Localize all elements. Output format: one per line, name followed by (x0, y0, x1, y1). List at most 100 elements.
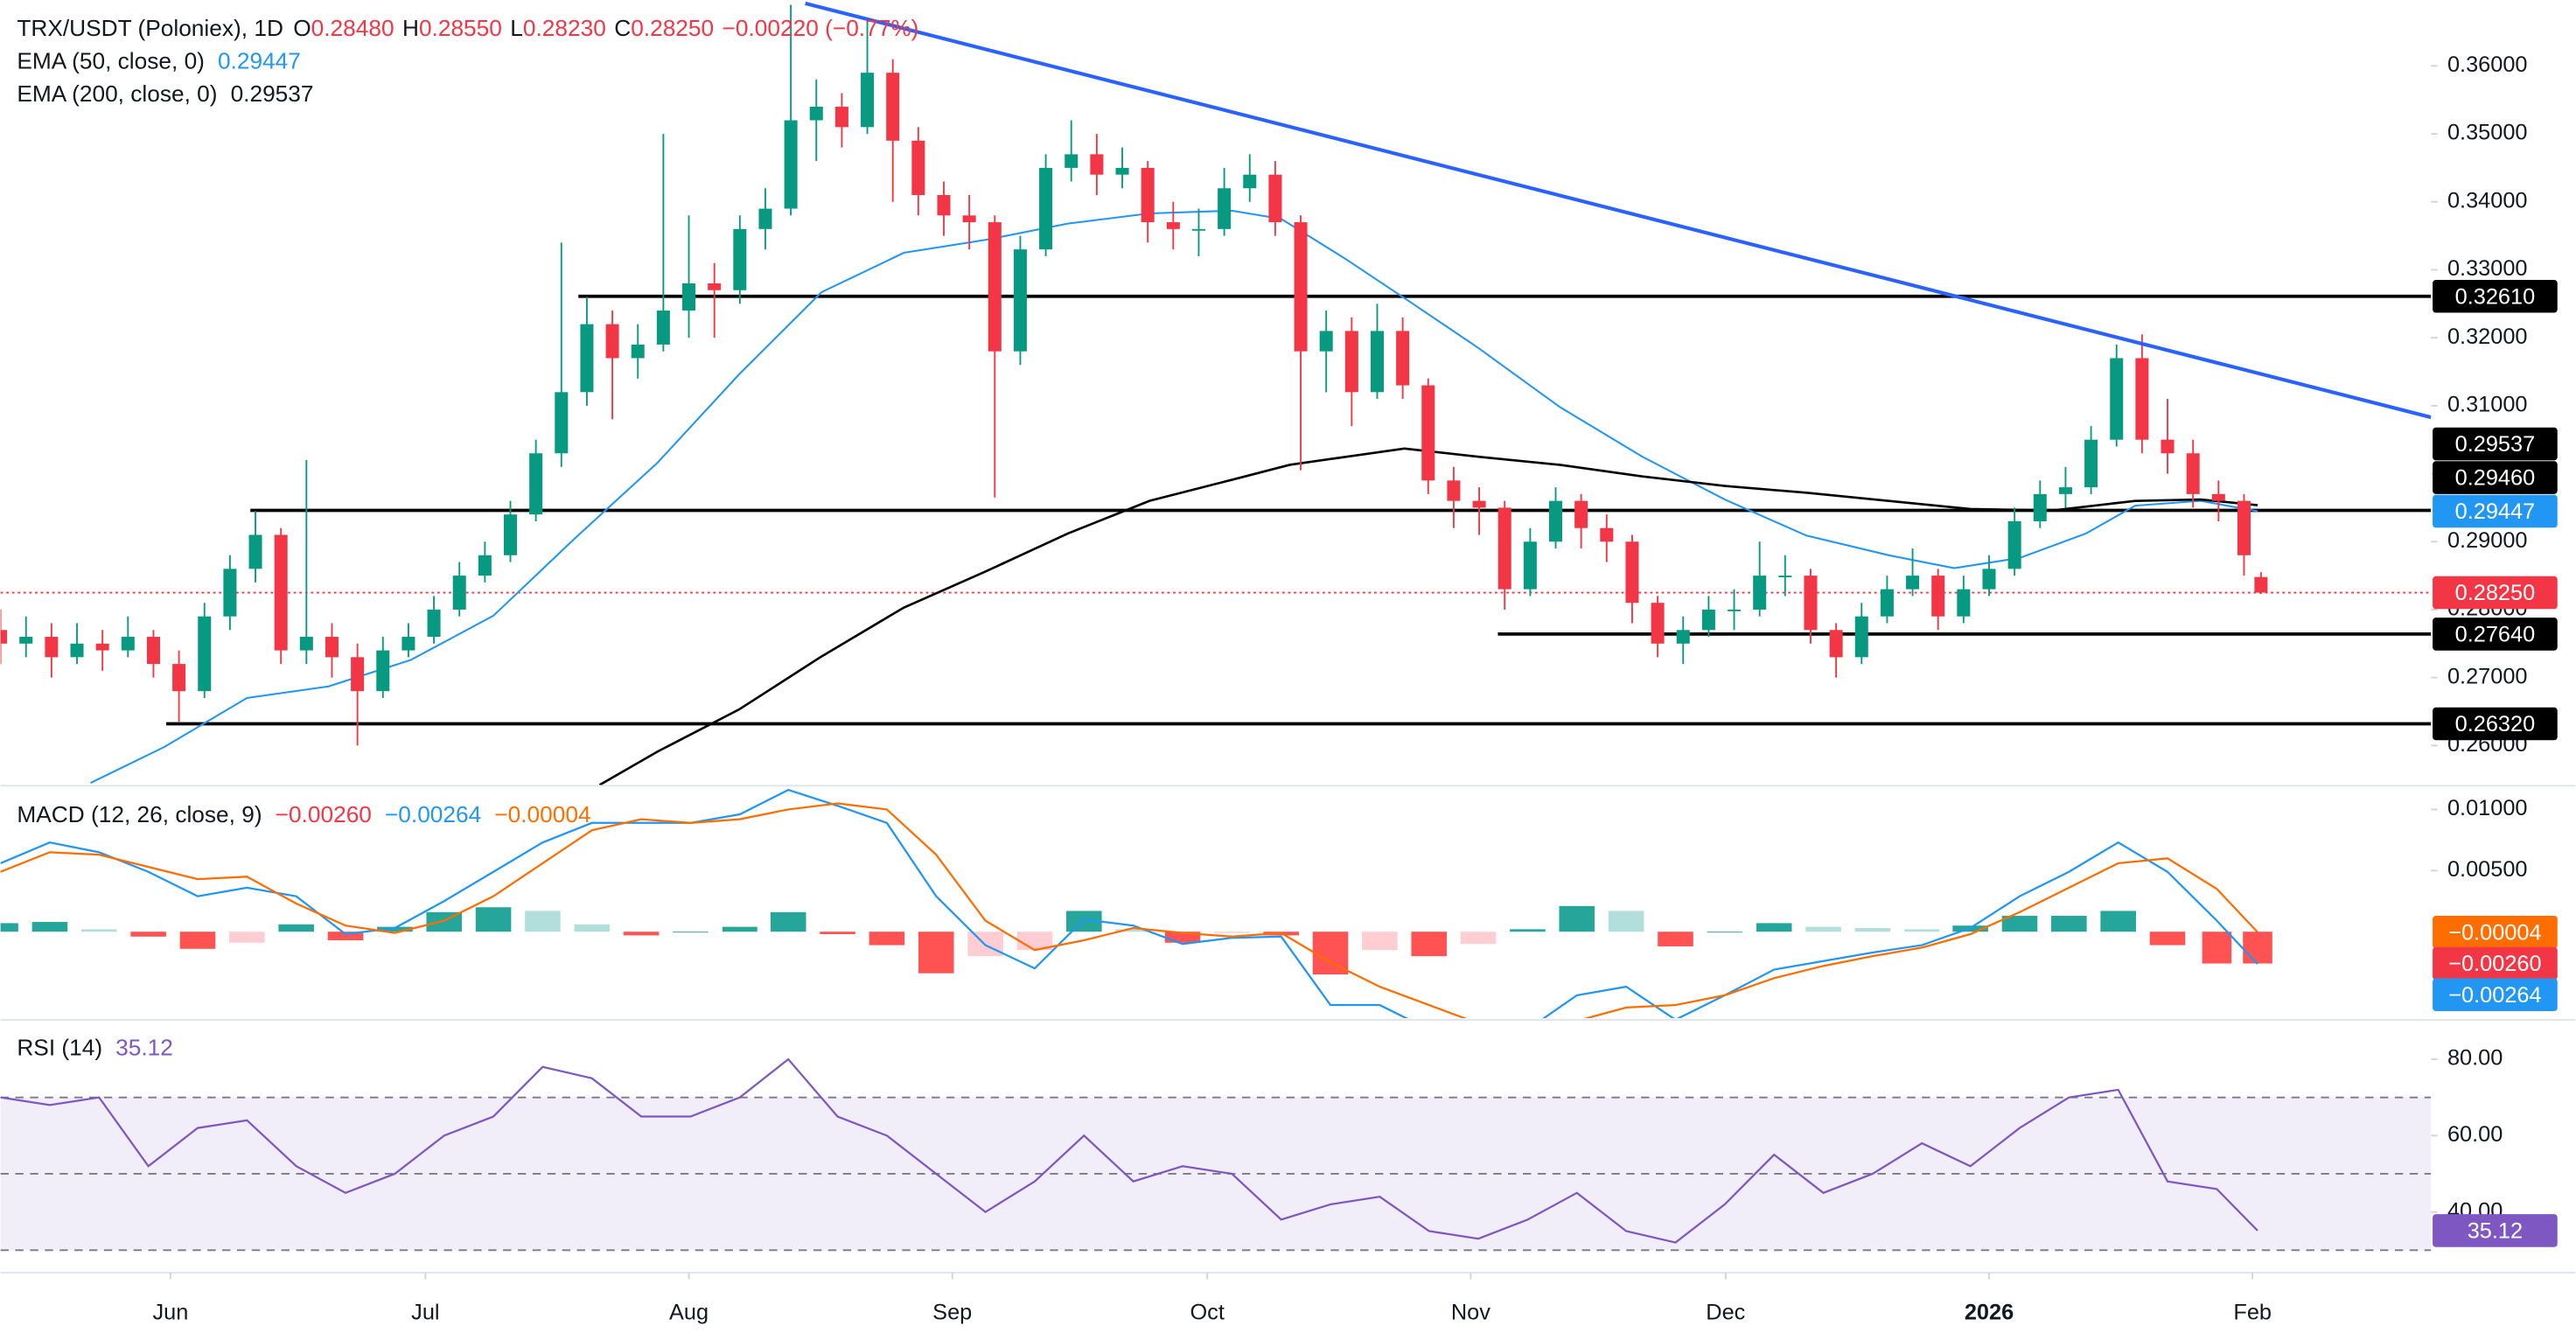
x-tick-label: Sep (932, 1301, 972, 1325)
candle-body (1166, 222, 1180, 229)
histogram-bar (2243, 932, 2272, 964)
histogram-bar (2202, 932, 2232, 964)
price-tag-label: 0.29460 (2455, 466, 2536, 491)
legend-line: MACD (12, 26, close, 9) −0.00260 −0.00264−… (17, 801, 590, 827)
price-panel (0, 1, 2432, 785)
candle-body (861, 73, 875, 128)
x-tick-label: Feb (2233, 1301, 2272, 1325)
candle-body (223, 569, 237, 617)
x-tick-label: Nov (1451, 1301, 1490, 1325)
legend-name: RSI (14) (17, 1035, 102, 1061)
x-tick-label: Oct (1190, 1301, 1224, 1325)
histogram-bar (1460, 932, 1497, 945)
candle-body (784, 120, 798, 209)
candle-body (886, 73, 900, 141)
rsi-line (0, 1057, 2258, 1244)
histogram-bar (31, 922, 68, 932)
histogram-bar (179, 932, 216, 949)
y-tick-label: 0.00500 (2447, 857, 2528, 882)
candle-body (1039, 167, 1053, 250)
legend-value: 35.12 (115, 1035, 173, 1061)
candle-body (45, 637, 59, 658)
candle-body (1728, 609, 1742, 611)
candle-body (2033, 493, 2047, 521)
candle-body (580, 324, 594, 393)
histogram-bar (918, 932, 954, 974)
y-tick-label: 0.32000 (2447, 325, 2528, 349)
price-tag (2433, 707, 2558, 741)
candle-body (605, 324, 619, 359)
price-tag (2433, 978, 2558, 1011)
y-tick-label: 0.34000 (2447, 188, 2528, 213)
candle-body (325, 637, 339, 658)
candle-body (1115, 167, 1129, 175)
candle-body (2084, 439, 2098, 488)
candle-body (503, 514, 518, 555)
legend-prefix: C (614, 15, 631, 41)
legend-value: 0.29447 (218, 47, 301, 73)
price-tag (2433, 576, 2558, 610)
candle-body (95, 643, 109, 651)
candle-body (172, 664, 186, 692)
candle-body (1268, 174, 1282, 223)
price-tag-label: 0.29447 (2455, 499, 2536, 524)
candle-body (682, 283, 696, 311)
candle-body (401, 637, 415, 651)
candle-body (1957, 589, 1971, 617)
x-tick-label: Aug (669, 1301, 709, 1325)
candle-body (1982, 569, 1996, 590)
y-tick-label: 60.00 (2447, 1122, 2503, 1147)
histogram-bar (1854, 928, 1891, 932)
candle-body (656, 311, 670, 345)
candle-body (1090, 154, 1104, 175)
y-tick-label: 0.33000 (2447, 256, 2528, 281)
candle-body (1625, 541, 1639, 604)
histogram-bar (2100, 911, 2136, 932)
candle-body (1065, 154, 1079, 168)
histogram-bar (2149, 932, 2186, 946)
candle-body (146, 637, 160, 665)
candle-body (2058, 487, 2072, 494)
candle-body (1753, 576, 1767, 610)
histogram-bar (1904, 929, 1940, 932)
x-tick-label: 2026 (1965, 1301, 2014, 1325)
price-tag (2433, 461, 2558, 494)
y-tick-label: 0.01000 (2447, 796, 2528, 820)
price-tag-label: 0.27640 (2455, 622, 2536, 646)
price-tags: 0.26320 0.27640 0.28250 0.29447 0.29460 0.295… (2433, 279, 2558, 1247)
candle-body (911, 140, 925, 195)
candle-body (1829, 630, 1843, 658)
candle-body (1294, 222, 1308, 352)
candle-body (2135, 358, 2149, 440)
candle-body (452, 576, 466, 610)
y-tick-label: 0.36000 (2447, 52, 2528, 77)
candle-body (2211, 493, 2225, 501)
candle-body (1880, 589, 1894, 617)
y-tick-label: 0.31000 (2447, 393, 2528, 417)
candle-body (1447, 480, 1461, 501)
y-tick-label: 0.27000 (2447, 664, 2528, 688)
histogram-bar (1756, 923, 1792, 932)
candle-body (1141, 167, 1155, 223)
histogram-bar (229, 932, 265, 943)
candle-body (248, 534, 262, 569)
candle-body (1370, 331, 1384, 393)
legend-line: EMA (50, close, 0) 0.29447 (17, 47, 301, 73)
histogram-bar (574, 924, 611, 932)
candle-body (708, 283, 722, 290)
histogram-bar (278, 924, 314, 932)
candle-body (1013, 249, 1027, 352)
candle-body (988, 222, 1002, 352)
histogram-bar (80, 929, 117, 932)
candle-body (376, 650, 390, 692)
candle-body (1344, 331, 1358, 393)
legend-value: −0.00260 (276, 801, 372, 827)
histogram-bar (327, 932, 364, 940)
candle-body (1600, 527, 1614, 542)
candle-body (1854, 616, 1868, 658)
candle-body (529, 453, 543, 515)
candle-body (1701, 609, 1715, 631)
histogram-bar (770, 911, 806, 932)
histogram-bar (869, 932, 905, 946)
